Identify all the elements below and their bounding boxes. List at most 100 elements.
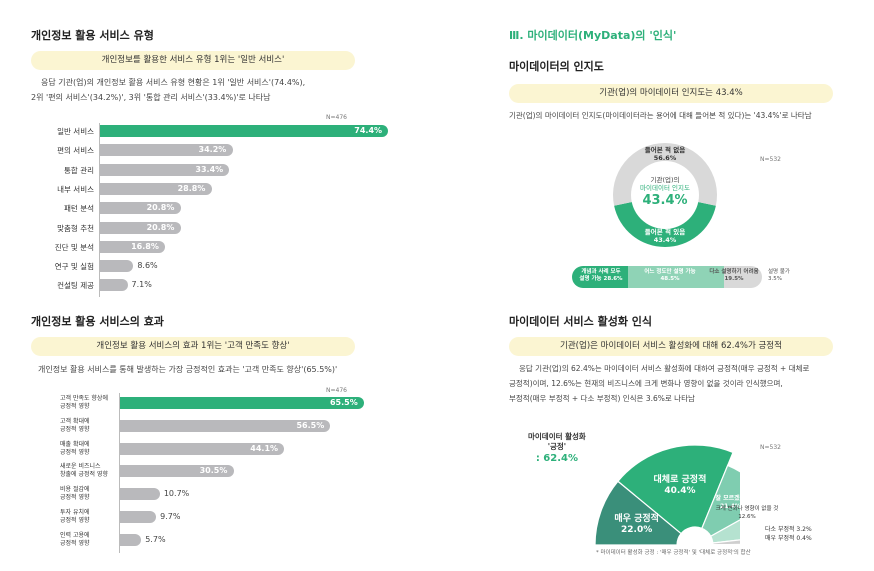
- semi-slice-label: 매우 부정적 0.4%: [765, 535, 855, 543]
- stack-label-line: 설명 불가: [768, 269, 790, 275]
- category-label: 패턴 분석: [64, 204, 94, 214]
- category-label: 컨설팅 제공: [57, 281, 94, 291]
- stack-segment: [572, 266, 629, 288]
- donut-center-line: 마이데이터 인지도: [640, 184, 690, 192]
- category-label-line: 비용 절감에: [60, 486, 90, 494]
- summary-pill-activation: 기관(업)은 마이데이터 서비스 활성화에 대해 62.4%가 긍정적: [509, 337, 833, 356]
- stack-label-cannot: 설명 불가 3.5%: [768, 269, 808, 283]
- semi-slice: [712, 539, 740, 545]
- body-text-awareness: 기관(업)의 마이데이터 인지도(마이데이터라는 용어에 대해 들어본 적 있다…: [509, 111, 812, 120]
- semi-slice-name: 대체로 긍정적: [653, 474, 707, 485]
- callout-line: '긍정': [547, 442, 567, 451]
- semi-slice-name: 크게 변화나 영향이 없을 것: [715, 506, 779, 512]
- bar: [120, 511, 157, 523]
- donut-center-line: 기관(업)의: [650, 176, 680, 184]
- category-label-line: 고객 만족도 향상에: [60, 395, 108, 402]
- body-text-activation: 응답 기관(업)의 62.4%는 마이데이터 서비스 활성화에 대하여 긍정적(…: [509, 361, 849, 406]
- category-label: 고객 만족도 향상에 긍정적 영향: [60, 395, 118, 411]
- semi-slice-value: 22.0%: [621, 524, 653, 535]
- category-label: 투자 유치에 긍정적 영향: [60, 509, 118, 525]
- bar: [120, 533, 142, 546]
- slice-label-line: 들어본 적 있음: [644, 228, 686, 236]
- semi-slice-name: 매우 부정적 0.4%: [765, 535, 812, 542]
- category-label: 고객 확대에 긍정적 영향: [60, 418, 118, 434]
- stack-label-line: 48.5%: [660, 276, 680, 282]
- bar: [100, 240, 166, 253]
- bar: [100, 125, 389, 137]
- bar: [100, 182, 212, 195]
- summary-pill-service-type: 개인정보를 활용한 서비스 유형 1위는 '일반 서비스': [31, 51, 355, 70]
- value-label: 30.5%: [199, 466, 228, 476]
- category-label-line: 새로운 비즈니스: [60, 463, 101, 471]
- value-label: 5.7%: [145, 534, 166, 544]
- category-label-line: 긍정적 영향: [60, 448, 90, 456]
- value-label: 28.8%: [177, 183, 206, 193]
- bar: [100, 163, 230, 176]
- value-label: 74.4%: [354, 126, 383, 135]
- value-label: 65.5%: [329, 398, 358, 407]
- bar: [100, 144, 233, 157]
- footnote: * 마이데이터 활성화 긍정 : '매우 긍정적' 및 '대체로 긍정적'의 합…: [596, 550, 751, 556]
- sample-size-label: N=532: [760, 444, 781, 451]
- category-label-line: 투자 유치에: [60, 509, 90, 516]
- semi-slice-label: 크게 변화나 영향이 없을 것 12.6%: [712, 505, 782, 521]
- category-label-line: 긍정적 영향: [60, 403, 90, 410]
- section-title-awareness: 마이데이터의 인지도: [509, 60, 604, 73]
- value-label: 10.7%: [163, 489, 190, 499]
- section-title-service-effect: 개인정보 활용 서비스의 효과: [31, 315, 164, 328]
- body-line: 긍정적)이며, 12.6%는 현재의 비즈니스에 크게 변화나 영향이 없을 것…: [509, 379, 783, 388]
- semi-slice-value: 40.4%: [664, 485, 696, 496]
- positive-callout: 마이데이터 활성화 '긍정' : 62.4%: [528, 432, 586, 466]
- body-line: 응답 기관(업)의 개인정보 활용 서비스 유형 현황은 1위 '일반 서비스'…: [41, 78, 306, 87]
- stack-label-line: 19.5%: [724, 276, 744, 282]
- value-label: 34.2%: [198, 145, 227, 155]
- slice-label-line: 들어본 적 없음: [644, 146, 686, 154]
- category-label-line: 긍정적 영향: [60, 425, 90, 433]
- bar: [120, 419, 331, 432]
- category-label: 편의 서비스: [57, 146, 94, 156]
- chart-axis-line: [99, 123, 100, 297]
- semi-slice: [594, 480, 682, 545]
- donut-center-value: 43.4%: [642, 193, 688, 208]
- body-text-service-effect: 개인정보 활용 서비스를 통해 발생하는 가장 긍정적인 효과는 '고객 만족도…: [38, 365, 338, 374]
- value-label: 44.1%: [250, 443, 279, 453]
- value-label: 20.8%: [146, 222, 175, 232]
- stack-label-line: 다소 설명하기 어려움: [709, 269, 759, 275]
- value-label: 7.1%: [131, 280, 152, 290]
- bar: [100, 221, 181, 234]
- category-label: 매출 확대에 긍정적 영향: [60, 441, 118, 457]
- semi-slice-name: 다소 부정적 3.2%: [765, 526, 812, 533]
- category-label: 통합 관리: [64, 165, 94, 175]
- stack-label-explain-some: 어느 정도만 설명 가능 48.5%: [630, 269, 710, 283]
- semi-slice-label: 다소 부정적 3.2%: [765, 526, 855, 534]
- semi-slice: [712, 543, 740, 545]
- category-label-line: 긍정적 영향: [60, 494, 90, 502]
- stack-segment: [628, 266, 724, 288]
- bar: [100, 260, 134, 273]
- value-label: 9.7%: [160, 512, 181, 521]
- category-label: 진단 및 분석: [54, 242, 94, 252]
- category-label: 새로운 비즈니스 창출에 긍정적 영향: [60, 463, 118, 479]
- donut-hole: [631, 161, 699, 229]
- stack-segment: [723, 266, 762, 288]
- sample-size-label: N=532: [760, 156, 781, 163]
- value-label: 20.8%: [146, 203, 175, 213]
- slice-label-not-heard: 들어본 적 없음 56.6%: [630, 146, 700, 162]
- category-label-line: 고객 확대에: [60, 417, 90, 425]
- bar: [120, 488, 160, 501]
- category-label-line: 매출 확대에: [60, 440, 90, 448]
- semi-slice-value: 21.4%: [719, 503, 741, 511]
- category-label: 연구 및 실험: [54, 262, 94, 272]
- awareness-donut-chart: [613, 143, 717, 248]
- value-label: 16.8%: [131, 241, 159, 251]
- callout-value: : 62.4%: [535, 453, 578, 464]
- chart-axis-line: [119, 393, 120, 553]
- bar: [100, 202, 181, 215]
- category-label-line: 긍정적 영향: [60, 517, 90, 524]
- bar: [120, 397, 364, 409]
- category-label: 내부 서비스: [57, 184, 94, 194]
- semi-slice: [709, 519, 740, 544]
- category-label: 맞춤형 추천: [57, 223, 94, 233]
- semi-slice: [617, 444, 734, 535]
- value-label: 56.5%: [296, 420, 325, 430]
